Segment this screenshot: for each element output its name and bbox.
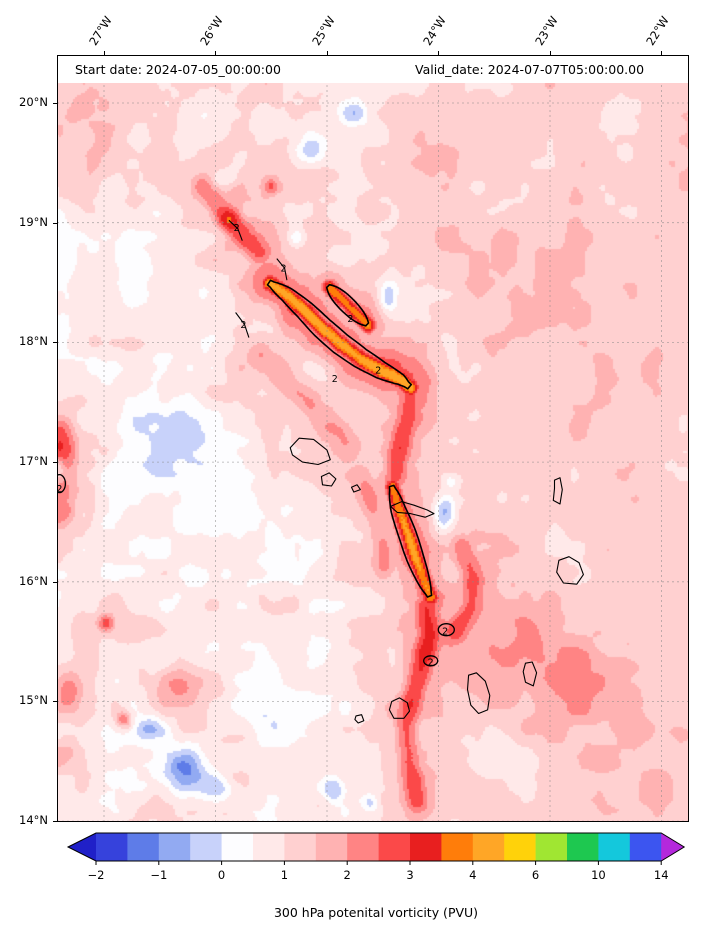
lon-tick-mark [103, 51, 105, 55]
contour-label: 2 [375, 365, 381, 376]
colorbar-segment [504, 833, 536, 861]
contour-label: 2 [442, 626, 448, 637]
colorbar-segment [158, 833, 191, 861]
colorbar-tick-label: 10 [591, 868, 606, 882]
lat-tick-label: 15°N [19, 693, 48, 708]
pv-contour-arc [235, 312, 250, 338]
lat-tick-mark [53, 342, 57, 344]
colorbar-segment [567, 833, 599, 861]
pv-contour [325, 283, 370, 327]
pv-contour [266, 279, 412, 390]
colorbar-segment [629, 833, 662, 861]
colorbar-segment [96, 833, 128, 861]
pv-contour-arc [228, 219, 243, 241]
colorbar-segment [441, 833, 474, 861]
lat-tick-mark [53, 581, 57, 583]
colorbar-segment [253, 833, 285, 861]
lon-tick-label: 22°W [643, 13, 673, 48]
lat-tick-label: 18°N [19, 334, 48, 349]
lon-tick-label: 26°W [197, 13, 227, 48]
island-coastline [556, 556, 584, 585]
island-coastline [388, 697, 411, 719]
pv-field-canvas [57, 55, 689, 822]
colorbar-segment [190, 833, 222, 861]
island-coastline [289, 437, 331, 466]
map-overlay: 2 2 2 2 2 2 2 2 2 [57, 55, 689, 822]
island-coastline [522, 661, 538, 687]
colorbar-tick-label: −1 [150, 868, 167, 882]
pv-contour-small [423, 655, 439, 667]
colorbar-tick-label: 3 [406, 868, 413, 882]
lat-tick-label: 20°N [19, 94, 48, 109]
lon-tick-mark [215, 51, 217, 55]
lat-tick-mark [53, 701, 57, 703]
colorbar-segment [284, 833, 317, 861]
colorbar-tick-label: 6 [532, 868, 539, 882]
colorbar-segment [378, 833, 411, 861]
lat-tick-mark [53, 222, 57, 224]
lon-tick-label: 23°W [532, 13, 561, 48]
colorbar-under-arrow [68, 833, 96, 861]
colorbar-segment [221, 833, 254, 861]
valid-date-text: Valid_date: 2024-07-07T05:00:00.00 [415, 62, 645, 77]
lon-tick-mark [438, 51, 440, 55]
lat-tick-label: 19°N [19, 214, 48, 229]
colorbar-tick-label: 0 [218, 868, 225, 882]
colorbar-over-arrow [661, 833, 685, 861]
lat-tick-label: 14°N [19, 813, 48, 828]
lon-tick-mark [661, 51, 663, 55]
contour-label: 2 [347, 314, 353, 325]
contour-label: 2 [57, 484, 62, 495]
contour-label: 2 [428, 658, 434, 669]
contour-label: 2 [234, 223, 240, 234]
lat-tick-mark [53, 102, 57, 104]
colorbar: −2 −1 0 1 2 3 4 6 10 14 [66, 832, 686, 882]
colorbar-segment [315, 833, 348, 861]
contour-label: 2 [280, 264, 286, 275]
island-coastline [552, 477, 563, 505]
plot-title-bar: Start date: 2024-07-05_00:00:00 Valid_da… [58, 56, 688, 83]
lon-tick-mark [326, 51, 328, 55]
colorbar-segment [598, 833, 631, 861]
start-date-text: Start date: 2024-07-05_00:00:00 [75, 62, 281, 77]
lon-tick-label: 24°W [420, 13, 450, 48]
contour-label: 2 [240, 320, 246, 331]
pv-contour [388, 484, 433, 598]
colorbar-tick-label: 1 [281, 868, 288, 882]
colorbar-label: 300 hPa potenital vorticity (PVU) [273, 905, 479, 920]
colorbar-segment [347, 833, 379, 861]
pv-contour-small [437, 623, 455, 637]
colorbar-segment [127, 833, 160, 861]
lat-tick-label: 16°N [19, 573, 48, 588]
colorbar-segment [410, 833, 442, 861]
island-coastline [350, 484, 361, 493]
lon-tick-label: 25°W [309, 13, 338, 48]
island-coastline [320, 472, 337, 487]
lon-tick-label: 27°W [86, 13, 115, 48]
lat-tick-mark [53, 821, 57, 823]
plot-area: 2 2 2 2 2 2 2 2 2 Start date: 2024-07-05_00:00:0… [57, 55, 689, 822]
colorbar-segment [535, 833, 568, 861]
island-coastline [354, 714, 365, 724]
lat-tick-label: 17°N [19, 454, 48, 469]
pv-contour-small [57, 473, 67, 494]
island-coastline [390, 501, 435, 518]
lon-tick-mark [549, 51, 551, 55]
island-coastline [466, 672, 491, 715]
colorbar-segment [472, 833, 505, 861]
lat-tick-mark [53, 462, 57, 464]
colorbar-tick-label: 4 [469, 868, 476, 882]
colorbar-tick-label: 14 [654, 868, 669, 882]
contour-label: 2 [332, 374, 338, 385]
pv-contour-arc [276, 258, 288, 281]
colorbar-tick-label: −2 [88, 868, 105, 882]
colorbar-tick-label: 2 [344, 868, 351, 882]
